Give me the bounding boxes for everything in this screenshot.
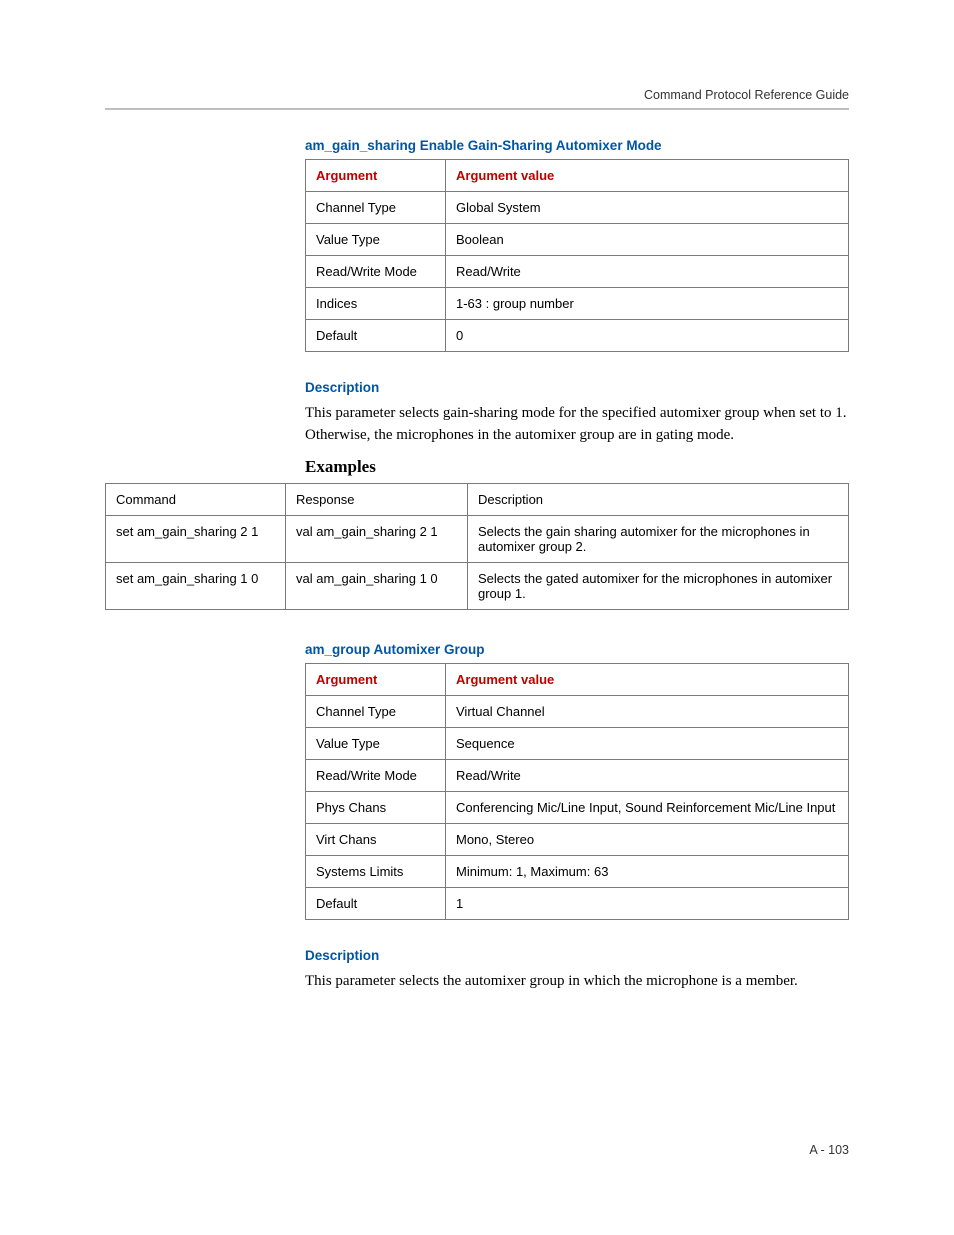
cell: Default bbox=[306, 887, 446, 919]
cell: Value Type bbox=[306, 727, 446, 759]
cell: 1-63 : group number bbox=[446, 288, 849, 320]
cell: set am_gain_sharing 2 1 bbox=[106, 515, 286, 562]
cell: 1 bbox=[446, 887, 849, 919]
table-row: Systems LimitsMinimum: 1, Maximum: 63 bbox=[306, 855, 849, 887]
argval-header: Argument value bbox=[446, 663, 849, 695]
arg-header: Argument bbox=[306, 160, 446, 192]
cell: Channel Type bbox=[306, 695, 446, 727]
table-row: Indices1-63 : group number bbox=[306, 288, 849, 320]
page-header: Command Protocol Reference Guide bbox=[105, 88, 849, 102]
arg-header: Argument bbox=[306, 663, 446, 695]
table-row: Value TypeSequence bbox=[306, 727, 849, 759]
table-row: Read/Write ModeRead/Write bbox=[306, 256, 849, 288]
table-row: Phys ChansConferencing Mic/Line Input, S… bbox=[306, 791, 849, 823]
section2-title: am_group Automixer Group bbox=[305, 642, 849, 657]
table-row: Virt ChansMono, Stereo bbox=[306, 823, 849, 855]
cell: Phys Chans bbox=[306, 791, 446, 823]
table-row: Default1 bbox=[306, 887, 849, 919]
table-row: Value TypeBoolean bbox=[306, 224, 849, 256]
cell: Minimum: 1, Maximum: 63 bbox=[446, 855, 849, 887]
cell: Conferencing Mic/Line Input, Sound Reinf… bbox=[446, 791, 849, 823]
cell: val am_gain_sharing 2 1 bbox=[286, 515, 468, 562]
cell: set am_gain_sharing 1 0 bbox=[106, 562, 286, 609]
page-footer: A - 103 bbox=[809, 1143, 849, 1157]
table-row: Default0 bbox=[306, 320, 849, 352]
examples-heading: Examples bbox=[305, 457, 849, 477]
cell: Virtual Channel bbox=[446, 695, 849, 727]
cell: 0 bbox=[446, 320, 849, 352]
section1-title: am_gain_sharing Enable Gain-Sharing Auto… bbox=[305, 138, 849, 153]
ex-header: Command bbox=[106, 483, 286, 515]
cell: Boolean bbox=[446, 224, 849, 256]
cell: Read/Write Mode bbox=[306, 759, 446, 791]
cell: Virt Chans bbox=[306, 823, 446, 855]
cell: val am_gain_sharing 1 0 bbox=[286, 562, 468, 609]
table-row: Channel TypeGlobal System bbox=[306, 192, 849, 224]
cell: Read/Write Mode bbox=[306, 256, 446, 288]
section1-arg-table: Argument Argument value Channel TypeGlob… bbox=[305, 159, 849, 352]
section1-desc-body: This parameter selects gain-sharing mode… bbox=[305, 403, 849, 447]
section2-desc-body: This parameter selects the automixer gro… bbox=[305, 971, 849, 993]
cell: Systems Limits bbox=[306, 855, 446, 887]
table-row: set am_gain_sharing 1 0 val am_gain_shar… bbox=[106, 562, 849, 609]
header-rule bbox=[105, 108, 849, 110]
cell: Indices bbox=[306, 288, 446, 320]
cell: Global System bbox=[446, 192, 849, 224]
table-row: Channel TypeVirtual Channel bbox=[306, 695, 849, 727]
cell: Sequence bbox=[446, 727, 849, 759]
cell: Channel Type bbox=[306, 192, 446, 224]
cell: Read/Write bbox=[446, 759, 849, 791]
cell: Read/Write bbox=[446, 256, 849, 288]
cell: Mono, Stereo bbox=[446, 823, 849, 855]
table-row: Read/Write ModeRead/Write bbox=[306, 759, 849, 791]
cell: Selects the gain sharing automixer for t… bbox=[468, 515, 849, 562]
section1-desc-heading: Description bbox=[305, 380, 849, 395]
section1-examples-table: Command Response Description set am_gain… bbox=[105, 483, 849, 610]
argval-header: Argument value bbox=[446, 160, 849, 192]
ex-header: Description bbox=[468, 483, 849, 515]
cell: Selects the gated automixer for the micr… bbox=[468, 562, 849, 609]
ex-header: Response bbox=[286, 483, 468, 515]
cell: Value Type bbox=[306, 224, 446, 256]
table-row: set am_gain_sharing 2 1 val am_gain_shar… bbox=[106, 515, 849, 562]
cell: Default bbox=[306, 320, 446, 352]
section2-arg-table: Argument Argument value Channel TypeVirt… bbox=[305, 663, 849, 920]
section2-desc-heading: Description bbox=[305, 948, 849, 963]
